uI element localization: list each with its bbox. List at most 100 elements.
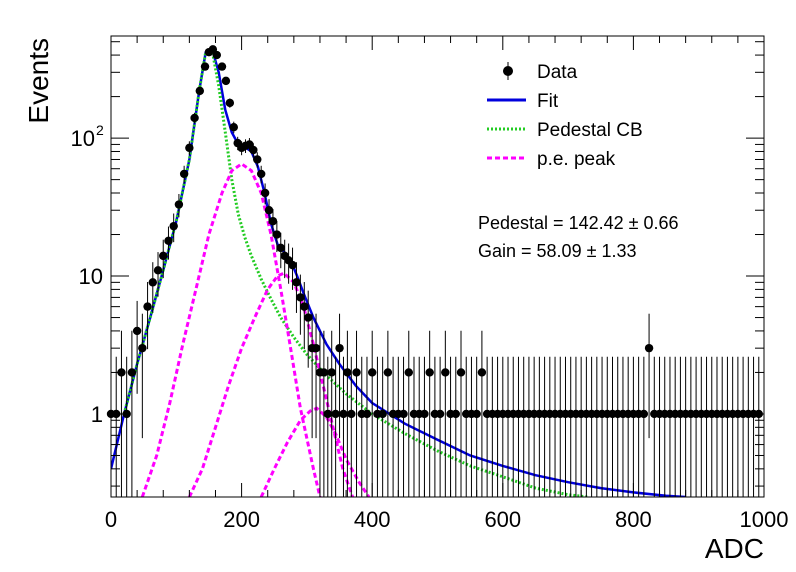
data-point <box>276 232 285 269</box>
data-point <box>665 356 675 497</box>
data-point <box>566 356 575 497</box>
data-marker <box>404 368 413 377</box>
data-point <box>462 356 471 497</box>
data-point <box>723 356 732 497</box>
data-marker <box>217 62 227 71</box>
data-point <box>639 356 649 497</box>
data-marker <box>169 221 178 231</box>
plot-frame <box>110 35 765 498</box>
data-point <box>681 356 690 497</box>
data-marker <box>311 343 321 353</box>
data-marker <box>264 206 274 215</box>
data-point <box>260 183 270 205</box>
data-point <box>148 262 157 313</box>
data-marker <box>195 86 205 96</box>
legend-entry: p.e. peak <box>487 149 616 170</box>
data-point <box>268 209 278 237</box>
data-point <box>644 313 654 439</box>
data-point <box>307 313 317 439</box>
data-marker <box>253 155 262 164</box>
data-point <box>335 313 344 439</box>
data-point <box>482 356 492 497</box>
data-point <box>153 252 163 297</box>
data-point <box>467 356 476 497</box>
data-point <box>738 356 748 497</box>
data-point <box>571 356 581 497</box>
data-marker <box>300 302 309 311</box>
data-point <box>514 356 523 497</box>
data-point <box>357 356 366 497</box>
data-point <box>430 356 440 497</box>
x-tick-label: 400 <box>354 507 391 532</box>
legend-entry: Pedestal CB <box>487 120 643 141</box>
y-tick-label: 1 <box>91 402 103 427</box>
data-point <box>712 356 722 497</box>
data-point <box>718 356 727 497</box>
data-point <box>425 330 434 497</box>
data-marker <box>319 368 329 377</box>
data-marker <box>639 409 649 419</box>
data-marker <box>378 409 387 419</box>
data-point <box>446 356 455 497</box>
data-point <box>253 152 262 168</box>
data-point <box>545 356 555 497</box>
legend-entry: Data <box>503 62 578 83</box>
series-line-p-e-peak-1 <box>140 162 322 497</box>
data-point <box>174 193 184 218</box>
data-marker <box>148 278 157 287</box>
data-marker <box>331 409 340 419</box>
data-point <box>728 356 737 497</box>
data-point <box>613 356 622 497</box>
data-point <box>190 112 199 124</box>
data-marker <box>132 326 142 336</box>
data-point <box>592 356 602 497</box>
series-line-pedestal-cb <box>122 48 588 497</box>
data-point <box>122 356 131 497</box>
data-point <box>256 165 266 184</box>
data-point <box>195 86 205 96</box>
data-point <box>435 356 445 497</box>
data-point <box>225 98 235 108</box>
data-point <box>686 356 696 497</box>
data-marker <box>425 368 434 377</box>
data-point <box>629 356 638 497</box>
y-tick-label: 10 <box>71 126 95 151</box>
data-marker <box>335 343 344 353</box>
legend-entry: Fit <box>487 91 559 112</box>
data-point <box>472 356 481 497</box>
data-marker <box>153 266 163 275</box>
legend-label: Pedestal CB <box>537 120 643 141</box>
data-marker <box>221 76 231 86</box>
data-point <box>603 356 612 497</box>
data-point <box>623 356 633 497</box>
x-tick-label: 1000 <box>740 507 789 532</box>
fit-result-text: Gain = 58.09 ± 1.33 <box>478 241 637 261</box>
data-marker <box>276 243 285 253</box>
data-marker <box>323 409 332 419</box>
data-marker <box>200 62 210 71</box>
data-point <box>264 199 274 224</box>
data-marker <box>190 113 199 123</box>
data-point <box>691 356 701 497</box>
data-point <box>378 356 387 497</box>
data-point <box>362 356 372 497</box>
data-marker <box>644 343 654 353</box>
data-marker <box>347 409 356 419</box>
data-marker <box>343 368 352 377</box>
data-marker <box>296 293 305 302</box>
data-point <box>164 226 173 260</box>
data-marker <box>164 236 173 246</box>
data-marker <box>212 50 221 60</box>
data-point <box>217 62 227 71</box>
data-point <box>138 313 147 439</box>
data-marker <box>383 368 393 377</box>
data-point <box>420 356 429 497</box>
data-point <box>292 262 301 313</box>
data-point <box>179 165 189 184</box>
x-tick-label: 600 <box>484 507 521 532</box>
data-point <box>127 330 137 497</box>
data-point <box>744 356 753 497</box>
data-marker <box>420 409 429 419</box>
legend-label: Fit <box>537 91 559 112</box>
legend-marker <box>503 66 513 76</box>
